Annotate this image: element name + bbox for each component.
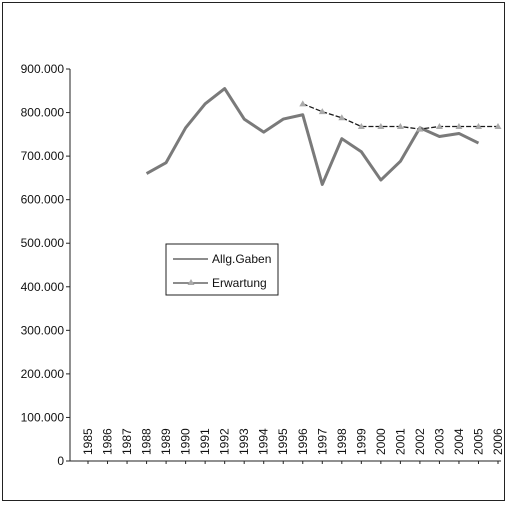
x-tick-label: 1999	[354, 428, 368, 455]
series-point-erwartung	[338, 114, 346, 121]
legend-box	[165, 243, 279, 296]
series-point-erwartung	[416, 125, 424, 132]
x-tick-label: 2005	[471, 428, 485, 455]
y-tick-label: 800.000	[21, 106, 65, 120]
x-tick-label: 1996	[296, 428, 310, 455]
x-tick-label: 1992	[218, 428, 232, 455]
legend-marker-erwartung	[187, 279, 195, 285]
x-tick-label: 2003	[432, 428, 446, 455]
x-tick-label: 2002	[413, 428, 427, 455]
chart-series	[145, 87, 502, 186]
chart-frame: 0 100.000 200.000 300.000 400.000 500.000 600.…	[2, 2, 505, 501]
y-tick-label: 300.000	[21, 323, 65, 337]
x-tick-label: 2004	[452, 428, 466, 455]
y-tick-label: 600.000	[21, 193, 65, 207]
x-tick-label: 1997	[315, 428, 329, 455]
series-point-erwartung	[435, 122, 443, 129]
line-chart: 0 100.000 200.000 300.000 400.000 500.000 600.…	[21, 62, 505, 468]
series-point-erwartung	[377, 122, 385, 129]
x-tick-label: 1986	[101, 428, 115, 455]
series-point-erwartung	[357, 122, 365, 129]
legend-label-erwartung: Erwartung	[212, 276, 267, 290]
y-tick-label: 100.000	[21, 410, 65, 424]
x-tick-label: 1991	[198, 428, 212, 455]
series-point-erwartung	[396, 122, 404, 129]
y-tick-label: 500.000	[21, 236, 65, 250]
x-tick-label: 1990	[179, 428, 193, 455]
series-point-erwartung	[299, 100, 307, 107]
x-tick-label: 1995	[276, 428, 290, 455]
x-tick-label: 1994	[257, 428, 271, 455]
y-tick-label: 900.000	[21, 62, 65, 76]
legend-label-allg-gaben: Allg.Gaben	[212, 252, 271, 266]
x-tick-label: 2006	[491, 428, 504, 455]
x-tick-label: 1985	[81, 428, 95, 455]
x-tick-label: 1987	[120, 428, 134, 455]
x-tick-label: 2001	[393, 428, 407, 455]
x-tick-label: 1989	[159, 428, 173, 455]
y-tick-label: 700.000	[21, 149, 65, 163]
x-tick-label: 1993	[237, 428, 251, 455]
series-line-allg-gaben	[145, 87, 480, 186]
series-point-erwartung	[494, 122, 502, 129]
series-point-erwartung	[318, 108, 326, 115]
x-tick-label: 2000	[374, 428, 388, 455]
x-tick-labels: 1985 1986 1987 1988 1989 1990 1991 1992 1993 1994…	[81, 428, 505, 455]
y-tick-label: 400.000	[21, 280, 65, 294]
x-tick-label: 1998	[335, 428, 349, 455]
series-point-erwartung	[474, 122, 482, 129]
series-point-erwartung	[455, 122, 463, 129]
x-tick-label: 1988	[140, 428, 154, 455]
y-tick-label: 200.000	[21, 367, 65, 381]
y-tick-label: 0	[57, 454, 64, 468]
chart-legend: Allg.Gaben Erwartung	[165, 243, 279, 296]
chart-axes: 0 100.000 200.000 300.000 400.000 500.000 600.…	[21, 62, 501, 468]
